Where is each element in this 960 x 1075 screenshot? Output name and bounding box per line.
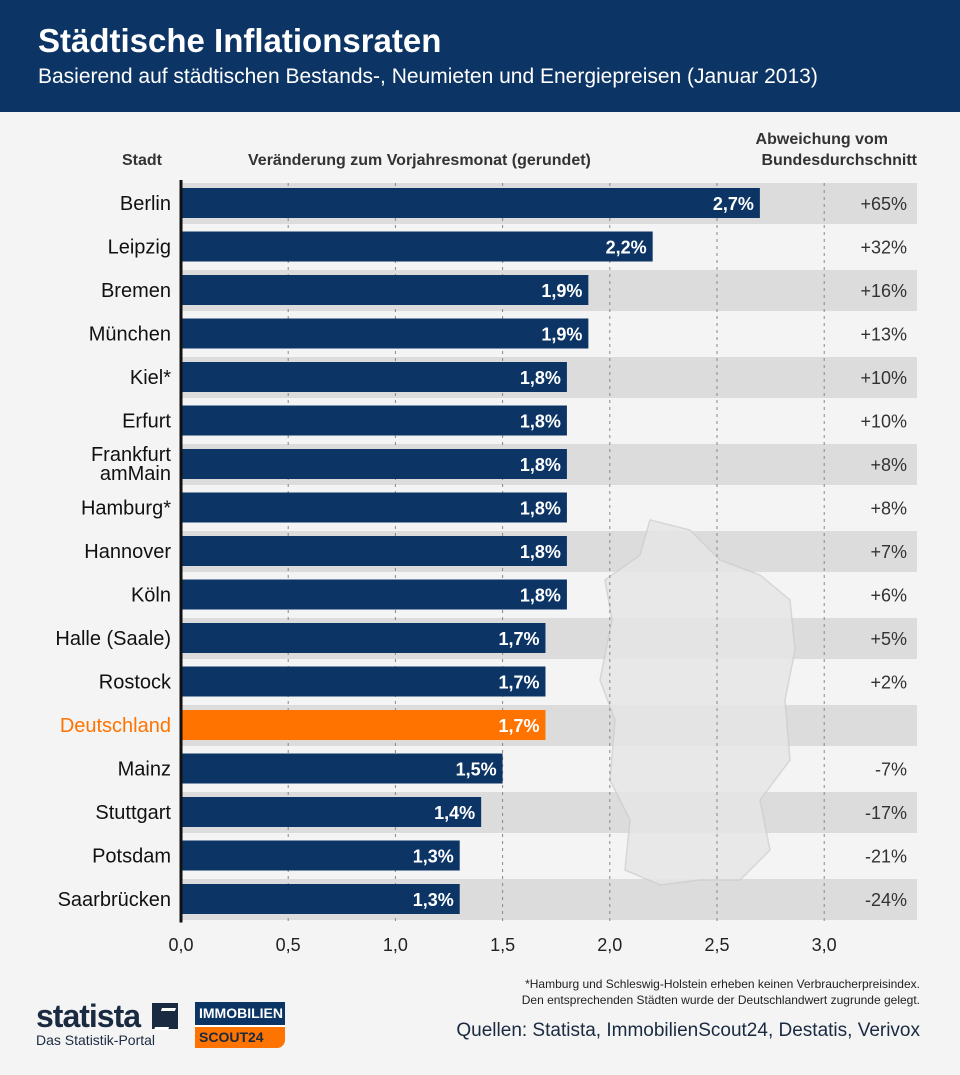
statista-tagline: Das Statistik-Portal <box>36 1032 156 1048</box>
deviation-value: +16% <box>860 281 907 301</box>
deviation-value: -17% <box>865 803 907 823</box>
city-label: Köln <box>131 585 171 607</box>
city-label: Frankfurt <box>91 444 171 466</box>
immobilienscout24-logo[interactable]: IMMOBILIEN SCOUT24 <box>195 1002 285 1048</box>
deviation-value: +32% <box>860 238 907 258</box>
deviation-value: +2% <box>870 673 907 693</box>
city-label: Erfurt <box>122 411 171 433</box>
bar <box>181 797 482 827</box>
column-header-deviation-1: Abweichung vom <box>755 131 888 148</box>
deviation-value: +10% <box>860 368 907 388</box>
bar <box>181 753 503 784</box>
bar-value-label: 1,8% <box>520 542 561 562</box>
city-label: Deutschland <box>60 715 171 737</box>
chart-title: Städtische Inflationsraten <box>38 22 442 59</box>
x-tick-label: 0,5 <box>276 935 301 955</box>
deviation-value: +5% <box>870 629 907 649</box>
deviation-value: -21% <box>865 847 907 867</box>
bar <box>181 579 567 610</box>
bar <box>181 623 546 653</box>
bar <box>181 275 589 305</box>
x-tick-label: 2,0 <box>597 935 622 955</box>
bar-value-label: 1,8% <box>520 499 561 519</box>
city-label: Leipzig <box>108 237 171 259</box>
city-label: Potsdam <box>92 846 171 868</box>
bar-value-label: 1,7% <box>498 673 539 693</box>
bar-value-label: 1,8% <box>520 455 561 475</box>
sources: Quellen: Statista, ImmobilienScout24, De… <box>456 1020 920 1041</box>
deviation-value: -7% <box>875 760 907 780</box>
statista-icon <box>151 1003 178 1030</box>
city-label: Kiel* <box>130 367 171 389</box>
bar <box>181 449 567 479</box>
city-label: Stuttgart <box>95 802 171 824</box>
deviation-value: +8% <box>870 499 907 519</box>
bar-value-label: 1,9% <box>541 281 582 301</box>
statista-logo[interactable]: statista Das Statistik-Portal <box>36 1000 178 1048</box>
deviation-value: +10% <box>860 412 907 432</box>
column-header-deviation-2: Bundesdurchschnitt <box>761 152 917 169</box>
bar-value-label: 1,7% <box>498 629 539 649</box>
bar <box>181 666 546 697</box>
bar <box>181 884 460 914</box>
is24-line2: SCOUT24 <box>195 1027 285 1048</box>
city-label: Rostock <box>99 672 172 694</box>
footnote-line1: *Hamburg und Schleswig-Holstein erheben … <box>525 977 920 991</box>
bar-value-label: 1,8% <box>520 368 561 388</box>
bar-value-label: 2,2% <box>606 238 647 258</box>
x-tick-label: 1,0 <box>383 935 408 955</box>
bar <box>181 188 760 218</box>
bar <box>181 710 546 740</box>
bar-value-label: 1,5% <box>456 760 497 780</box>
city-label: Mainz <box>118 759 171 781</box>
header: Städtische Inflationsraten Basierend auf… <box>0 0 960 112</box>
bar <box>181 318 589 349</box>
x-tick-label: 2,5 <box>704 935 729 955</box>
germany-map-icon <box>599 519 796 886</box>
x-tick-label: 3,0 <box>812 935 837 955</box>
x-tick-label: 1,5 <box>490 935 515 955</box>
city-label: Bremen <box>101 280 171 302</box>
column-header-city: Stadt <box>122 152 162 169</box>
deviation-value: +7% <box>870 542 907 562</box>
chart-subtitle: Basierend auf städtischen Bestands-, Neu… <box>38 65 818 88</box>
bar-value-label: 1,9% <box>541 325 582 345</box>
bar-value-label: 2,7% <box>713 194 754 214</box>
city-label: amMain <box>100 463 171 485</box>
deviation-value: +8% <box>870 455 907 475</box>
bar-value-label: 1,3% <box>413 890 454 910</box>
bar-value-label: 1,8% <box>520 586 561 606</box>
bar <box>181 362 567 392</box>
city-label: Halle (Saale) <box>55 628 171 650</box>
city-label: Hannover <box>84 541 171 563</box>
bar <box>181 536 567 566</box>
statista-wordmark: statista <box>36 998 141 1034</box>
deviation-value: -24% <box>865 890 907 910</box>
bar <box>181 492 567 523</box>
is24-line1: IMMOBILIEN <box>195 1002 285 1027</box>
footnote-line2: Den entsprechenden Städten wurde der Deu… <box>521 993 920 1007</box>
bar-value-label: 1,7% <box>498 716 539 736</box>
bar-value-label: 1,3% <box>413 847 454 867</box>
city-label: Saarbrücken <box>58 889 171 911</box>
bar-value-label: 1,8% <box>520 412 561 432</box>
city-label: Hamburg* <box>81 498 171 520</box>
city-label: Berlin <box>120 193 171 215</box>
city-label: München <box>89 324 171 346</box>
bar-value-label: 1,4% <box>434 803 475 823</box>
bar <box>181 840 460 871</box>
bar <box>181 231 653 262</box>
x-tick-label: 0,0 <box>168 935 193 955</box>
bar <box>181 405 567 436</box>
deviation-value: +13% <box>860 325 907 345</box>
deviation-value: +6% <box>870 586 907 606</box>
column-header-change: Veränderung zum Vorjahresmonat (gerundet… <box>248 152 591 169</box>
deviation-value: +65% <box>860 194 907 214</box>
